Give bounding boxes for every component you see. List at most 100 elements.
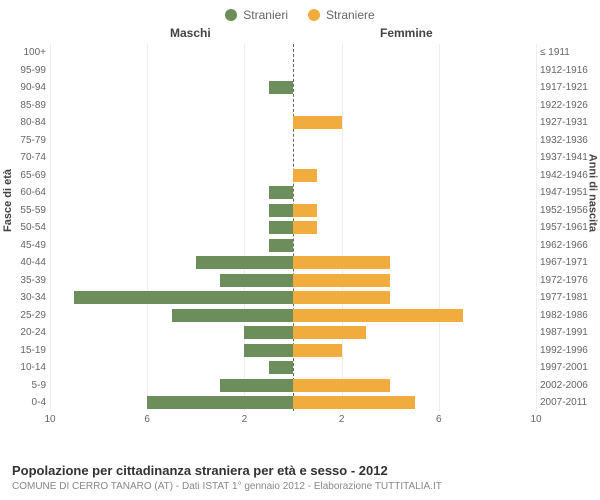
y-label-birth: 1917-1921 — [536, 79, 600, 97]
male-bar — [220, 379, 293, 392]
female-bar — [293, 396, 415, 409]
y-label-birth: 2002-2006 — [536, 377, 600, 395]
y-label-birth: 1927-1931 — [536, 114, 600, 132]
y-label-age: 95-99 — [0, 62, 50, 80]
bar-row — [50, 184, 536, 202]
male-bar — [196, 256, 293, 269]
y-label-age: 5-9 — [0, 377, 50, 395]
y-label-birth: 1912-1916 — [536, 62, 600, 80]
y-label-birth: 1987-1991 — [536, 324, 600, 342]
legend: Stranieri Straniere — [0, 0, 600, 26]
y-axis-left: 100+95-9990-9485-8980-8475-7970-7465-696… — [0, 44, 50, 412]
female-bar — [293, 204, 317, 217]
grid-line — [536, 44, 537, 411]
y-label-birth: 1932-1936 — [536, 132, 600, 150]
female-bar — [293, 221, 317, 234]
female-bar — [293, 256, 390, 269]
header-male: Maschi — [170, 26, 211, 40]
x-tick: 2 — [339, 414, 345, 425]
male-bar — [269, 204, 293, 217]
bar-row — [50, 62, 536, 80]
y-label-age: 15-19 — [0, 342, 50, 360]
bar-row — [50, 237, 536, 255]
bar-row — [50, 324, 536, 342]
bar-row — [50, 79, 536, 97]
bar-row — [50, 272, 536, 290]
y-label-birth: ≤ 1911 — [536, 44, 600, 62]
bar-row — [50, 44, 536, 62]
male-bar — [269, 361, 293, 374]
bar-row — [50, 114, 536, 132]
bar-row — [50, 149, 536, 167]
y-axis-right: ≤ 19111912-19161917-19211922-19261927-19… — [536, 44, 600, 412]
female-bar — [293, 309, 463, 322]
legend-item-female: Straniere — [308, 8, 375, 22]
footer-title: Popolazione per cittadinanza straniera p… — [12, 463, 588, 478]
x-tick: 6 — [144, 414, 150, 425]
male-bar — [269, 81, 293, 94]
male-bar — [244, 344, 293, 357]
y-label-age: 70-74 — [0, 149, 50, 167]
y-label-birth: 1992-1996 — [536, 342, 600, 360]
y-label-age: 80-84 — [0, 114, 50, 132]
y-label-age: 100+ — [0, 44, 50, 62]
male-bar — [269, 221, 293, 234]
y-label-age: 60-64 — [0, 184, 50, 202]
legend-label-male: Stranieri — [243, 8, 288, 22]
x-axis: 10622610 — [50, 414, 536, 434]
x-tick: 6 — [436, 414, 442, 425]
female-bar — [293, 344, 342, 357]
y-label-birth: 1967-1971 — [536, 254, 600, 272]
y-label-age: 30-34 — [0, 289, 50, 307]
bar-row — [50, 394, 536, 412]
male-bar — [269, 186, 293, 199]
female-bar — [293, 379, 390, 392]
bar-row — [50, 359, 536, 377]
y-label-age: 90-94 — [0, 79, 50, 97]
y-label-birth: 1962-1966 — [536, 237, 600, 255]
bar-row — [50, 167, 536, 185]
bar-row — [50, 289, 536, 307]
x-tick: 10 — [530, 414, 541, 425]
y-label-birth: 2007-2011 — [536, 394, 600, 412]
y-label-birth: 1952-1956 — [536, 202, 600, 220]
y-label-age: 20-24 — [0, 324, 50, 342]
y-label-age: 40-44 — [0, 254, 50, 272]
chart-area: Maschi Femmine Fasce di età Anni di nasc… — [0, 26, 600, 446]
y-label-birth: 1972-1976 — [536, 272, 600, 290]
y-label-birth: 1977-1981 — [536, 289, 600, 307]
female-swatch — [308, 9, 320, 21]
bar-row — [50, 342, 536, 360]
y-label-birth: 1947-1951 — [536, 184, 600, 202]
male-bar — [269, 239, 293, 252]
male-bar — [172, 309, 294, 322]
y-label-age: 65-69 — [0, 167, 50, 185]
x-tick: 2 — [242, 414, 248, 425]
y-label-birth: 1922-1926 — [536, 97, 600, 115]
x-tick: 10 — [44, 414, 55, 425]
female-bar — [293, 291, 390, 304]
footer-subtitle: COMUNE DI CERRO TANARO (AT) - Dati ISTAT… — [12, 481, 588, 492]
male-bar — [244, 326, 293, 339]
y-label-age: 45-49 — [0, 237, 50, 255]
footer: Popolazione per cittadinanza straniera p… — [12, 463, 588, 492]
male-swatch — [225, 9, 237, 21]
y-label-age: 85-89 — [0, 97, 50, 115]
female-bar — [293, 169, 317, 182]
y-label-birth: 1957-1961 — [536, 219, 600, 237]
bar-row — [50, 307, 536, 325]
female-bar — [293, 116, 342, 129]
y-label-age: 50-54 — [0, 219, 50, 237]
bar-row — [50, 219, 536, 237]
legend-item-male: Stranieri — [225, 8, 288, 22]
bar-row — [50, 377, 536, 395]
male-bar — [74, 291, 293, 304]
male-bar — [220, 274, 293, 287]
y-label-age: 75-79 — [0, 132, 50, 150]
bar-row — [50, 132, 536, 150]
bar-row — [50, 202, 536, 220]
male-bar — [147, 396, 293, 409]
female-bar — [293, 326, 366, 339]
y-label-birth: 1982-1986 — [536, 307, 600, 325]
legend-label-female: Straniere — [326, 8, 375, 22]
